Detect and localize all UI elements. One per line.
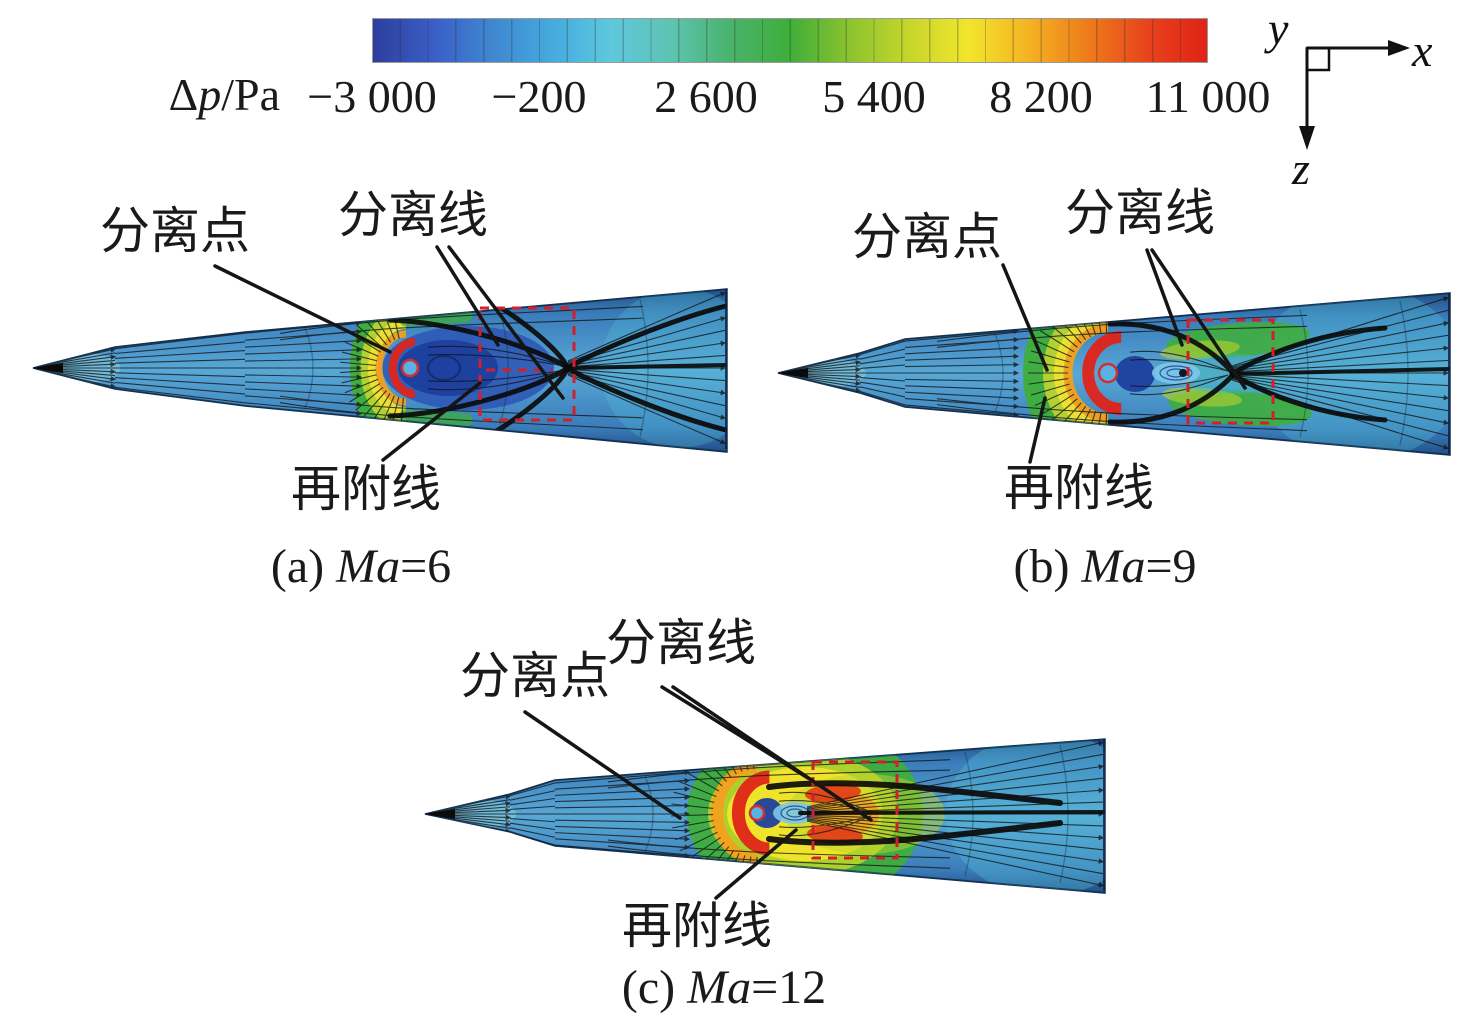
label-separation-line-c: 分离线 — [606, 615, 756, 671]
label-reattachment-line-b: 再附线 — [1004, 460, 1154, 516]
colorbar-tick: −3 000 — [307, 71, 437, 122]
colorbar-tick: 2 600 — [654, 71, 758, 122]
label-separation-point-c: 分离点 — [460, 648, 610, 704]
colorbar-segment-ticks — [373, 19, 1207, 62]
colorbar-variable-label: Δp/Pa — [168, 69, 280, 120]
colorbar-tick: −200 — [491, 71, 587, 122]
contour-plot-ma12 — [424, 738, 1106, 894]
caption-ma12: (c) Ma=12 — [621, 961, 827, 1014]
x-axis-label: x — [1411, 25, 1433, 76]
axis-triad: x y z — [1264, 8, 1433, 194]
colorbar-tick: 5 400 — [822, 71, 926, 122]
colorbar-tick: 8 200 — [989, 71, 1093, 122]
z-axis-label: z — [1291, 143, 1310, 194]
label-reattachment-line-a: 再附线 — [291, 461, 441, 517]
y-axis-label: y — [1264, 8, 1289, 54]
label-separation-line-a: 分离线 — [338, 187, 488, 243]
caption-ma6: (a) Ma=6 — [270, 540, 452, 593]
label-separation-line-b: 分离线 — [1065, 185, 1215, 241]
label-separation-point-b: 分离点 — [852, 209, 1002, 265]
colorbar-tick: 11 000 — [1145, 71, 1271, 122]
contour-plot-ma9 — [777, 292, 1451, 456]
pressure-colorbar — [372, 18, 1208, 63]
caption-ma9: (b) Ma=9 — [1013, 540, 1197, 593]
z-axis-arrow-icon — [1299, 126, 1315, 150]
x-axis-arrow-icon — [1388, 40, 1410, 56]
contour-plot-ma6 — [32, 288, 728, 453]
label-reattachment-line-c: 再附线 — [622, 898, 772, 954]
label-separation-point-a: 分离点 — [100, 203, 250, 259]
right-angle-marker — [1305, 46, 1331, 72]
